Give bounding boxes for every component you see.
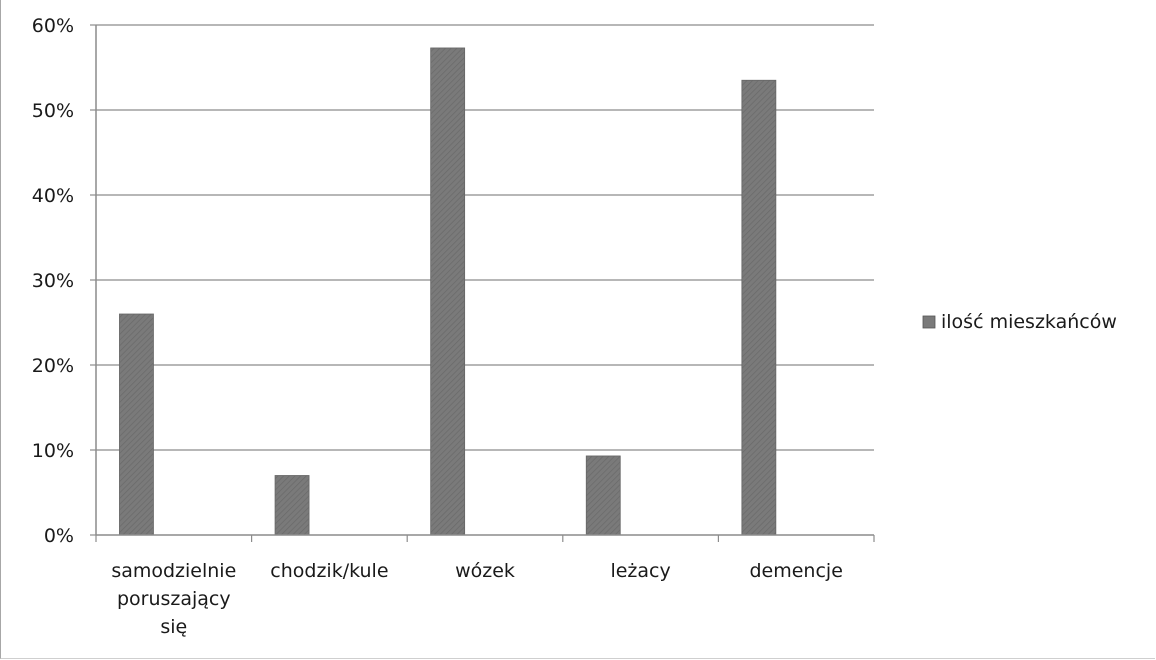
x-tick-label: leżacy bbox=[610, 560, 670, 582]
x-tick-label-line: chodzik/kule bbox=[270, 560, 388, 582]
y-tick-label: 0% bbox=[44, 525, 74, 547]
legend-swatch bbox=[922, 315, 936, 329]
bar-2 bbox=[430, 47, 466, 536]
x-tick-label-line: samodzielnie bbox=[111, 560, 236, 582]
x-tick-label-line: się bbox=[160, 616, 187, 638]
x-tick-label-line: poruszający bbox=[117, 588, 231, 610]
bar-4 bbox=[741, 79, 777, 536]
x-tick-label: samodzielnie poruszający się bbox=[111, 560, 236, 638]
bar-1 bbox=[274, 475, 310, 536]
x-tick-label: wózek bbox=[455, 560, 515, 582]
y-tick-label: 60% bbox=[32, 15, 74, 37]
y-tick-label: 10% bbox=[32, 440, 74, 462]
y-tick-label: 20% bbox=[32, 355, 74, 377]
x-tick-label-line: wózek bbox=[455, 560, 515, 582]
bars bbox=[119, 47, 777, 536]
y-tick-label: 50% bbox=[32, 100, 74, 122]
legend: ilość mieszkańców bbox=[922, 311, 1117, 333]
axes bbox=[90, 24, 875, 542]
bar-3 bbox=[585, 455, 621, 536]
y-tick-labels: 0% 10% 20% 30% 40% 50% 60% bbox=[32, 15, 74, 547]
x-tick-label-line: demencje bbox=[749, 560, 842, 582]
legend-label: ilość mieszkańców bbox=[941, 311, 1117, 333]
y-tick-label: 40% bbox=[32, 185, 74, 207]
x-tick-label: chodzik/kule bbox=[270, 560, 388, 582]
x-tick-label-line: leżacy bbox=[610, 560, 670, 582]
bar-0 bbox=[119, 313, 154, 536]
x-tick-label: demencje bbox=[749, 560, 842, 582]
y-tick-label: 30% bbox=[32, 270, 74, 292]
x-tick-labels: samodzielnie poruszający się chodzik/kule wó… bbox=[111, 560, 843, 638]
